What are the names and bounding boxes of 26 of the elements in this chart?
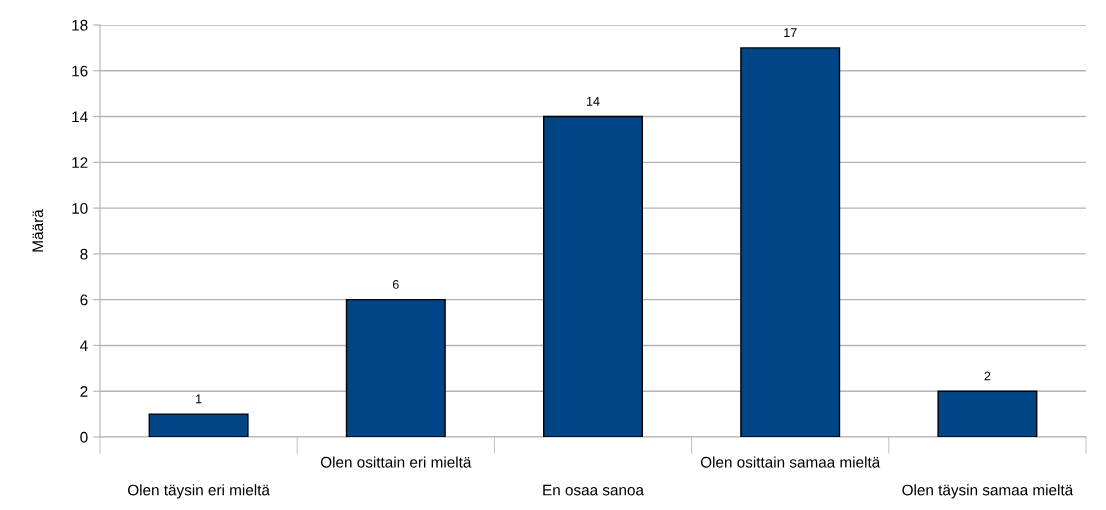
- y-tick-label: 14: [72, 111, 88, 123]
- y-tick-label: 18: [72, 19, 88, 31]
- data-label: 17: [784, 28, 797, 37]
- data-label: 1: [196, 394, 202, 404]
- bar: [543, 115, 643, 437]
- x-tick-label: Olen osittain eri mieltä: [320, 456, 472, 468]
- data-label: 6: [392, 280, 399, 289]
- y-tick-label: 4: [80, 340, 88, 351]
- y-tick-label: 8: [80, 248, 88, 260]
- y-tick-label: 10: [72, 202, 88, 214]
- y-tick-label: 12: [72, 157, 88, 168]
- x-tick-label: Olen osittain samaa mieltä: [700, 456, 881, 468]
- x-tick-label: En osaa sanoa: [543, 484, 644, 496]
- y-tick-label: 16: [72, 65, 88, 77]
- data-label: 14: [587, 97, 600, 106]
- data-label: 2: [984, 371, 991, 381]
- x-tick-label: Olen täysin eri mieltä: [128, 484, 270, 499]
- y-tick-label: 6: [80, 294, 88, 306]
- bar: [937, 390, 1038, 437]
- y-tick-label: 0: [80, 431, 88, 443]
- bar: [740, 47, 841, 437]
- y-tick-label: 2: [80, 386, 88, 397]
- bar: [148, 413, 249, 437]
- x-tick-label: Olen täysin samaa mieltä: [902, 484, 1074, 499]
- y-axis-title: Määrä: [32, 209, 44, 252]
- bar: [345, 298, 446, 437]
